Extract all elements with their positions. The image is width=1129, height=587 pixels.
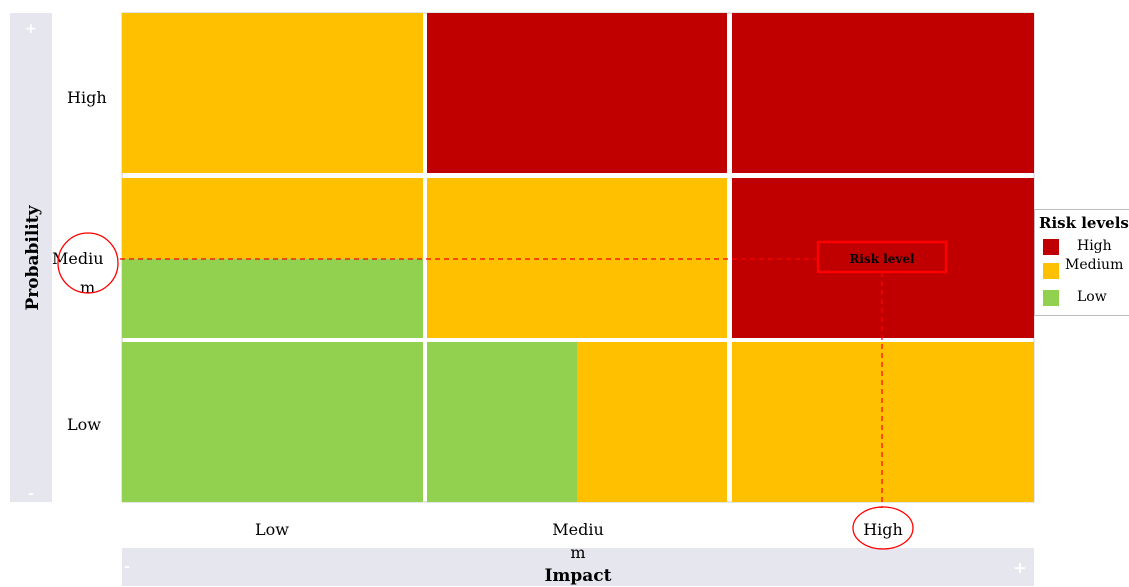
risk-level-label: Risk level [849,252,915,266]
x-axis-title: Impact [544,566,611,586]
y-tick-labels: Low Mediu m High [52,88,107,434]
impact-axis-band [122,548,1034,586]
legend-label-medium: Medium [1065,257,1124,273]
cell-medium-impact-high-probability [427,13,727,173]
chart-legend: Risk levels High Medium Low [1034,209,1129,316]
risk-level-box [816,240,948,274]
probability-max-marker: + [25,21,37,37]
y-axis-title: Probability [23,204,43,310]
probability-highlight-circle [57,232,119,294]
y-tick-label-high: High [67,88,107,107]
probability-axis-band [10,13,52,502]
x-tick-label-medium: Mediu [552,520,604,539]
x-tick-label-medium-wrap: m [570,543,585,562]
y-tick-label-medium: Mediu [52,249,104,268]
impact-min-marker: - [124,559,130,575]
legend-swatch-high [1043,239,1059,255]
x-tick-label-low: Low [255,520,289,539]
x-tick-labels: Low Mediu m High [255,520,903,562]
probability-min-marker: - [28,486,34,502]
y-tick-label-low: Low [67,415,101,434]
legend-item-medium: Medium [1043,257,1129,283]
impact-highlight-circle [852,506,914,550]
legend-label-high: High [1077,238,1112,254]
cell-low-impact-medium-probability-lower-segment [122,259,423,338]
heatmap-cells [122,13,1034,502]
legend-title: Risk levels [1039,214,1129,232]
cell-medium-impact-medium-probability [427,178,727,338]
y-tick-label-medium-wrap: m [80,278,95,297]
legend-item-low: Low [1043,289,1129,310]
legend-swatch-medium [1043,263,1059,279]
cell-low-impact-high-probability [122,13,423,173]
legend-label-low: Low [1077,289,1107,305]
impact-max-marker: + [1013,558,1026,577]
cell-high-impact-low-probability [732,342,1034,502]
cell-low-impact-low-probability [122,342,423,502]
legend-swatch-low [1043,290,1059,306]
risk-level-annotation: Risk level [57,232,948,550]
cell-high-impact-high-probability [732,13,1034,173]
cell-high-impact-medium-probability [732,178,1034,338]
cell-medium-impact-low-probability-left-segment [427,342,577,502]
x-tick-label-high: High [863,520,903,539]
legend-item-high: High [1043,238,1129,259]
